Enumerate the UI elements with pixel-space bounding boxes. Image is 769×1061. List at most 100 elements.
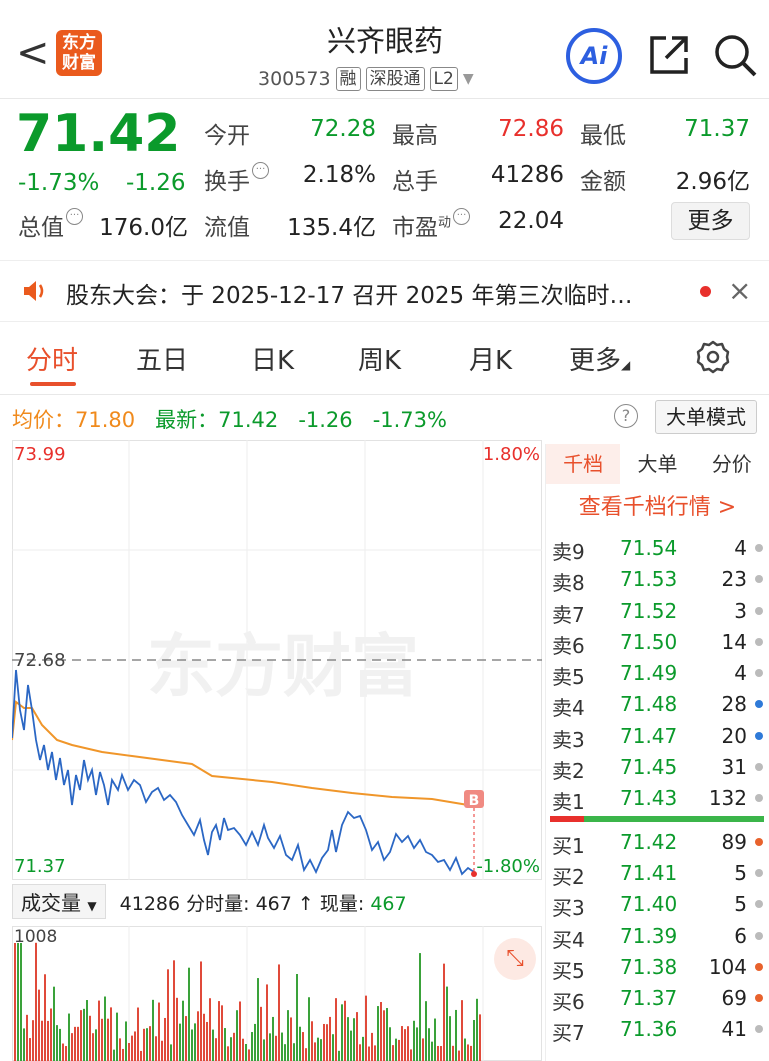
tab-big-orders[interactable]: 大单 bbox=[637, 452, 678, 476]
tab-thousand-levels[interactable]: 千档 bbox=[546, 444, 621, 484]
order-book-row[interactable]: 卖2 71.45 31 bbox=[546, 751, 769, 783]
tab-daily-k[interactable]: 日K bbox=[251, 346, 295, 376]
volume-chart[interactable]: 1008 bbox=[12, 926, 542, 1061]
order-book-row[interactable]: 卖8 71.53 23 bbox=[546, 563, 769, 596]
level-price: 71.36 bbox=[620, 1017, 678, 1042]
volume-bar bbox=[98, 1000, 100, 1061]
volume-bar bbox=[17, 943, 19, 1061]
order-book-row[interactable]: 买2 71.41 5 bbox=[546, 857, 769, 889]
volume-bar bbox=[413, 1020, 415, 1061]
order-book-row[interactable]: 卖5 71.49 4 bbox=[546, 657, 769, 690]
volume-bar bbox=[326, 1024, 328, 1061]
level-volume: 28 bbox=[721, 692, 747, 717]
tab-monthly-k[interactable]: 月K bbox=[469, 346, 513, 376]
volume-bar bbox=[26, 1014, 28, 1061]
order-book-row[interactable]: 卖6 71.50 14 bbox=[546, 626, 769, 658]
buy-badge[interactable]: B bbox=[469, 793, 480, 809]
order-book-row[interactable]: 卖7 71.52 3 bbox=[546, 595, 769, 627]
back-button[interactable]: < bbox=[16, 30, 50, 76]
level-label: 卖3 bbox=[552, 727, 585, 752]
volume-bar bbox=[251, 1032, 253, 1061]
quote-value-1-0: 2.18% bbox=[302, 162, 376, 188]
big-order-mode-button[interactable]: 大单模式 bbox=[655, 400, 757, 434]
tab-five-day[interactable]: 五日 bbox=[136, 346, 189, 376]
volume-bar bbox=[125, 1021, 127, 1061]
more-button[interactable]: 更多 bbox=[671, 202, 750, 240]
notice-text[interactable]: 股东大会：于 2025-12-17 召开 2025 年第三次临时… bbox=[66, 283, 633, 309]
level-label: 买3 bbox=[552, 896, 585, 921]
order-book-row[interactable]: 卖9 71.54 4 bbox=[546, 532, 769, 564]
quote-label-2-0: 流值 bbox=[204, 215, 250, 241]
volume-bar bbox=[266, 984, 268, 1061]
close-icon[interactable]: × bbox=[728, 274, 752, 307]
status-dot bbox=[755, 962, 763, 971]
stock-title: 兴齐眼药 bbox=[326, 24, 443, 58]
expand-icon[interactable]: ⤡ bbox=[494, 938, 536, 980]
ref-price-label: 72.68 bbox=[14, 650, 66, 671]
tab-weekly-k[interactable]: 周K bbox=[358, 346, 402, 376]
level-volume: 89 bbox=[721, 829, 747, 854]
order-book-row[interactable]: 买4 71.39 6 bbox=[546, 920, 769, 952]
level-price: 71.41 bbox=[620, 860, 678, 885]
volume-bar bbox=[107, 1018, 109, 1061]
intraday-price-chart[interactable]: 东方财富 B 73.99 1.80% 72.68 71.37 -1.80% bbox=[12, 440, 542, 880]
level-label: 卖9 bbox=[552, 540, 585, 564]
info-icon[interactable]: ··· bbox=[453, 208, 471, 225]
volume-bar bbox=[359, 1044, 361, 1061]
help-icon[interactable]: ? bbox=[614, 404, 638, 428]
volume-bar bbox=[212, 1029, 214, 1061]
tab-price-distribution[interactable]: 分价 bbox=[711, 452, 752, 476]
info-icon[interactable]: ··· bbox=[252, 162, 269, 179]
search-icon[interactable] bbox=[712, 32, 758, 78]
volume-indicator-select[interactable]: 成交量 ▼ bbox=[12, 884, 106, 919]
info-icon[interactable]: ··· bbox=[66, 208, 83, 225]
settings-gear-icon[interactable] bbox=[696, 340, 730, 374]
volume-bar bbox=[386, 1008, 388, 1061]
quote-label-0-1: 最高 bbox=[392, 123, 438, 149]
order-book-row[interactable]: 买7 71.36 41 bbox=[546, 1013, 769, 1045]
volume-bar bbox=[347, 1017, 349, 1061]
volume-bar bbox=[176, 997, 178, 1061]
level-volume: 31 bbox=[721, 755, 747, 780]
volume-bar bbox=[272, 1016, 274, 1061]
tab-intraday[interactable]: 分时 bbox=[26, 346, 79, 376]
volume-bar bbox=[113, 1049, 115, 1061]
order-book-row[interactable]: 买3 71.40 5 bbox=[546, 888, 769, 921]
quote-value-0-1: 72.86 bbox=[498, 116, 564, 142]
volume-bar bbox=[356, 1012, 358, 1061]
volume-bar bbox=[296, 974, 298, 1061]
volume-bar bbox=[257, 978, 259, 1061]
level-label: 卖5 bbox=[552, 665, 585, 690]
level-label: 卖8 bbox=[552, 571, 585, 596]
quote-value-1-1: 41286 bbox=[490, 162, 564, 188]
tab-more[interactable]: 更多◢ bbox=[569, 346, 631, 376]
share-icon[interactable] bbox=[648, 34, 690, 76]
level-volume: 4 bbox=[734, 661, 747, 686]
volume-bar bbox=[221, 1005, 223, 1061]
volume-bar bbox=[62, 1043, 64, 1061]
volume-bar bbox=[365, 995, 367, 1061]
volume-bar bbox=[308, 997, 310, 1061]
status-dot bbox=[755, 575, 763, 584]
level-label: 卖6 bbox=[552, 633, 585, 658]
volume-bar bbox=[143, 1028, 145, 1061]
order-book-row[interactable]: 卖3 71.47 20 bbox=[546, 720, 769, 752]
order-book-row[interactable]: 买6 71.37 69 bbox=[546, 982, 769, 1014]
order-book-row[interactable]: 卖1 71.43 132 bbox=[546, 782, 769, 814]
volume-bar bbox=[320, 1039, 322, 1061]
volume-bar bbox=[209, 998, 211, 1061]
volume-bar bbox=[38, 989, 40, 1061]
notice-bar[interactable] bbox=[0, 260, 769, 322]
quote-value-2-1: 22.04 bbox=[498, 208, 564, 234]
volume-bar bbox=[338, 1050, 340, 1061]
level-price: 71.45 bbox=[620, 755, 678, 780]
ai-button[interactable]: Ai bbox=[566, 28, 622, 84]
volume-bar bbox=[203, 1013, 205, 1061]
quote-label-1-1: 总手 bbox=[392, 169, 438, 195]
current-price: 71.42 bbox=[16, 104, 181, 164]
order-book-row[interactable]: 买5 71.38 104 bbox=[546, 951, 769, 983]
view-levels-link[interactable]: 查看千档行情 > bbox=[578, 495, 737, 520]
caret-down-icon[interactable]: ▼ bbox=[462, 71, 474, 87]
order-book-row[interactable]: 卖4 71.48 28 bbox=[546, 688, 769, 720]
order-book-row[interactable]: 买1 71.42 89 bbox=[546, 826, 769, 858]
